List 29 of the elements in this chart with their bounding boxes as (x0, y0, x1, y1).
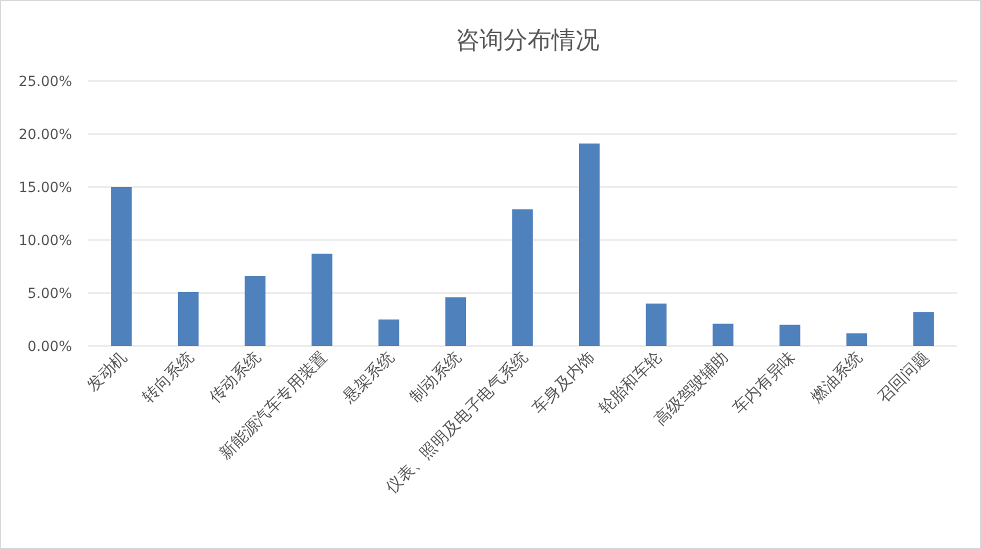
bar (913, 312, 934, 346)
bar (846, 333, 868, 346)
x-tick-label: 制动系统 (406, 347, 464, 406)
bar (111, 187, 132, 346)
y-tick-label: 20.00% (18, 127, 72, 143)
bar (312, 254, 332, 346)
bar (712, 324, 734, 346)
x-tick-label: 传动系统 (205, 347, 264, 406)
x-tick-label: 召回问题 (874, 347, 932, 406)
bar (445, 297, 466, 346)
x-tick-label: 车内有异味 (728, 347, 799, 418)
bar (512, 209, 533, 346)
y-tick-label: 0.00% (28, 339, 72, 355)
bar (578, 144, 600, 346)
bar (378, 320, 400, 346)
y-tick-label: 25.00% (18, 74, 72, 90)
bar (244, 276, 266, 346)
x-tick-label: 发动机 (82, 347, 130, 395)
bar (780, 324, 800, 346)
y-tick-label: 15.00% (18, 180, 72, 196)
x-tick-label: 燃油系统 (806, 347, 866, 406)
y-tick-label: 5.00% (28, 286, 72, 302)
x-tick-label: 悬架系统 (338, 347, 398, 407)
x-tick-label: 转向系统 (138, 347, 198, 406)
chart-title: 咨询分布情况 (456, 26, 600, 54)
bar (646, 304, 667, 346)
bar (178, 292, 199, 346)
x-tick-label: 车身及内饰 (528, 347, 598, 418)
y-tick-label: 10.00% (18, 233, 72, 249)
